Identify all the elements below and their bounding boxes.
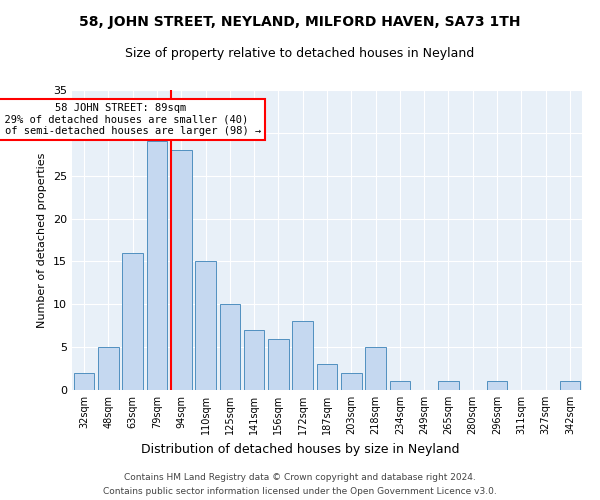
Bar: [244, 330, 265, 390]
Bar: [317, 364, 337, 390]
Bar: [122, 253, 143, 390]
Bar: [146, 142, 167, 390]
Bar: [365, 347, 386, 390]
Bar: [438, 382, 459, 390]
Bar: [389, 382, 410, 390]
Text: Contains HM Land Registry data © Crown copyright and database right 2024.: Contains HM Land Registry data © Crown c…: [124, 472, 476, 482]
Bar: [487, 382, 508, 390]
Bar: [195, 262, 216, 390]
Bar: [98, 347, 119, 390]
Bar: [560, 382, 580, 390]
Text: Distribution of detached houses by size in Neyland: Distribution of detached houses by size …: [141, 442, 459, 456]
Bar: [341, 373, 362, 390]
Text: 58, JOHN STREET, NEYLAND, MILFORD HAVEN, SA73 1TH: 58, JOHN STREET, NEYLAND, MILFORD HAVEN,…: [79, 15, 521, 29]
Text: Contains public sector information licensed under the Open Government Licence v3: Contains public sector information licen…: [103, 488, 497, 496]
Text: 58 JOHN STREET: 89sqm
← 29% of detached houses are smaller (40)
70% of semi-deta: 58 JOHN STREET: 89sqm ← 29% of detached …: [0, 103, 261, 136]
Text: Size of property relative to detached houses in Neyland: Size of property relative to detached ho…: [125, 48, 475, 60]
Y-axis label: Number of detached properties: Number of detached properties: [37, 152, 47, 328]
Bar: [220, 304, 240, 390]
Bar: [74, 373, 94, 390]
Bar: [171, 150, 191, 390]
Bar: [268, 338, 289, 390]
Bar: [292, 322, 313, 390]
